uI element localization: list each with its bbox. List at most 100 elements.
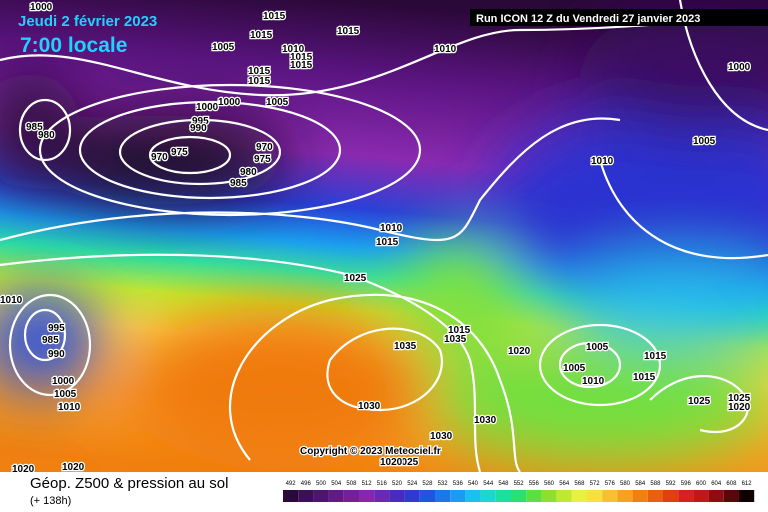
legend-swatch <box>404 490 420 502</box>
legend-swatch <box>298 490 314 502</box>
legend-swatch <box>435 490 451 502</box>
isobar-label: 1015 <box>290 52 313 63</box>
legend-tick: 532 <box>438 481 449 487</box>
isobar-label: 970 <box>151 152 168 163</box>
isobar-label: 1010 <box>591 156 614 167</box>
isobar-label: 1025 <box>396 457 419 468</box>
forecast-time: 7:00 locale <box>20 34 127 57</box>
isobar-label: 1015 <box>248 66 271 77</box>
legend-tick: 508 <box>346 481 357 487</box>
isobar-label: 1000 <box>728 62 751 73</box>
legend-swatch <box>571 490 587 502</box>
isobar-label: 1015 <box>644 351 667 362</box>
legend-swatch <box>495 490 511 502</box>
footer-title: Géop. Z500 & pression au sol <box>30 475 228 492</box>
legend-swatch <box>541 490 557 502</box>
isobar-label: 1015 <box>290 60 313 71</box>
legend-swatch <box>480 490 496 502</box>
legend-swatch <box>617 490 633 502</box>
isobar-label: 1000 <box>196 102 219 113</box>
isobar-label: 1035 <box>444 334 467 345</box>
isobar-label: 985 <box>230 178 247 189</box>
isobar-label: 990 <box>48 349 65 360</box>
legend-tick: 604 <box>711 481 722 487</box>
isobar-label: 985 <box>42 335 59 346</box>
run-info: Run ICON 12 Z du Vendredi 27 janvier 202… <box>476 13 700 25</box>
legend-tick: 600 <box>696 481 707 487</box>
legend-swatch <box>678 490 694 502</box>
legend-swatch <box>526 490 542 502</box>
legend-tick: 576 <box>605 481 616 487</box>
legend-tick: 556 <box>529 481 540 487</box>
legend-tick: 560 <box>544 481 555 487</box>
isobar-label: 1030 <box>358 401 381 412</box>
isobar-label: 1010 <box>380 223 403 234</box>
isobar-label: 1015 <box>633 372 656 383</box>
isobar-label: 1005 <box>586 342 609 353</box>
legend-tick: 524 <box>407 481 418 487</box>
isobar-label: 1015 <box>263 11 286 22</box>
isobar-label: 1015 <box>248 76 271 87</box>
legend-tick: 500 <box>316 481 327 487</box>
isobar-label: 1000 <box>30 2 53 13</box>
isobar-label: 970 <box>256 142 273 153</box>
isobars <box>0 0 768 472</box>
legend-tick: 492 <box>286 481 297 487</box>
legend-tick: 540 <box>468 481 479 487</box>
isobar-label: 1015 <box>250 30 273 41</box>
legend-swatch <box>419 490 435 502</box>
legend-tick: 548 <box>498 481 509 487</box>
legend-swatch <box>328 490 344 502</box>
isobar-label: 1010 <box>282 44 305 55</box>
legend-tick: 516 <box>377 481 388 487</box>
legend-swatch <box>602 490 618 502</box>
legend-swatch <box>511 490 527 502</box>
legend-tick: 504 <box>331 481 342 487</box>
isobar-label: 985 <box>26 122 43 133</box>
legend-tick: 496 <box>301 481 312 487</box>
isobar-label: 1030 <box>430 431 453 442</box>
isobar-labels: 1000101510151005101510101015101510101000… <box>0 1 752 477</box>
legend-swatch <box>283 490 299 502</box>
legend-swatch <box>374 490 390 502</box>
legend-tick: 572 <box>590 481 601 487</box>
isobar-label: 1000 <box>218 97 241 108</box>
isobar-label: 990 <box>190 123 207 134</box>
legend-tick: 608 <box>726 481 737 487</box>
isobar-label: 1000 <box>52 376 75 387</box>
legend-swatch <box>693 490 709 502</box>
isobar-label: 1010 <box>434 44 457 55</box>
legend-tick: 588 <box>650 481 661 487</box>
isobar-label: 1025 <box>688 396 711 407</box>
isobar-label: 980 <box>240 167 257 178</box>
isobar-label: 1010 <box>0 295 23 306</box>
isobar-label: 1010 <box>582 376 605 387</box>
legend-tick: 596 <box>681 481 692 487</box>
legend-swatch <box>632 490 648 502</box>
run-box <box>470 9 768 26</box>
legend-swatch <box>723 490 739 502</box>
copyright: Copyright © 2023 Meteociel.fr <box>300 446 441 457</box>
isobar-label: 995 <box>192 116 209 127</box>
legend-swatch <box>313 490 329 502</box>
legend-swatch <box>389 490 405 502</box>
legend-tick: 584 <box>635 481 646 487</box>
legend-swatch <box>343 490 359 502</box>
legend-swatch <box>663 490 679 502</box>
legend-tick: 544 <box>483 481 494 487</box>
isobar-label: 1015 <box>376 237 399 248</box>
isobar-label: 1010 <box>58 402 81 413</box>
legend-tick: 568 <box>574 481 585 487</box>
legend-tick: 592 <box>666 481 677 487</box>
legend-swatch <box>587 490 603 502</box>
isobar-label: 1020 <box>728 402 751 413</box>
legend-swatch <box>450 490 466 502</box>
field <box>0 0 768 472</box>
legend-swatch <box>556 490 572 502</box>
isobar-label: 975 <box>254 154 271 165</box>
forecast-date: Jeudi 2 février 2023 <box>18 13 157 30</box>
isobar-label: 1005 <box>54 389 77 400</box>
isobar-label: 1020 <box>380 457 403 468</box>
legend-tick: 520 <box>392 481 403 487</box>
isobar-label: 1005 <box>212 42 235 53</box>
